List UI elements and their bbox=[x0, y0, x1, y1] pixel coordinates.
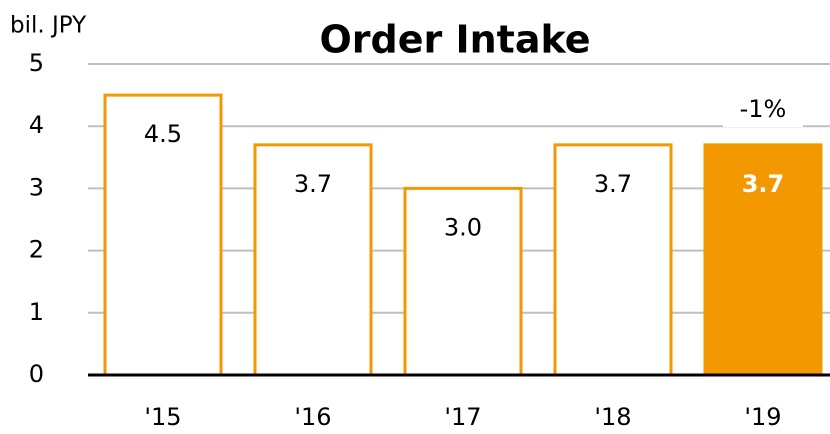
x-tick-label: '16 bbox=[294, 403, 331, 431]
y-axis-label: bil. JPY bbox=[10, 13, 87, 39]
value-label: 3.0 bbox=[444, 213, 482, 241]
y-tick-label: 2 bbox=[29, 236, 44, 264]
y-tick-label: 0 bbox=[29, 360, 44, 388]
y-tick-label: 1 bbox=[29, 298, 44, 326]
bar bbox=[103, 93, 223, 377]
bar bbox=[703, 143, 823, 377]
value-label: 3.7 bbox=[742, 170, 785, 198]
x-tick-label: '19 bbox=[744, 403, 781, 431]
annotation-bg bbox=[723, 93, 803, 127]
bar bbox=[403, 186, 523, 377]
chart-title: Order Intake bbox=[319, 18, 590, 62]
value-label: 3.7 bbox=[594, 170, 632, 198]
y-tick-label: 3 bbox=[29, 173, 44, 201]
value-label: 4.5 bbox=[144, 120, 182, 148]
x-tick-label: '15 bbox=[144, 403, 181, 431]
bar bbox=[553, 143, 673, 377]
value-label: 3.7 bbox=[294, 170, 332, 198]
annotation: -1% bbox=[740, 95, 787, 123]
y-tick-label: 4 bbox=[29, 111, 44, 139]
x-tick-label: '18 bbox=[594, 403, 631, 431]
x-tick-label: '17 bbox=[444, 403, 481, 431]
y-tick-label: 5 bbox=[29, 49, 44, 77]
